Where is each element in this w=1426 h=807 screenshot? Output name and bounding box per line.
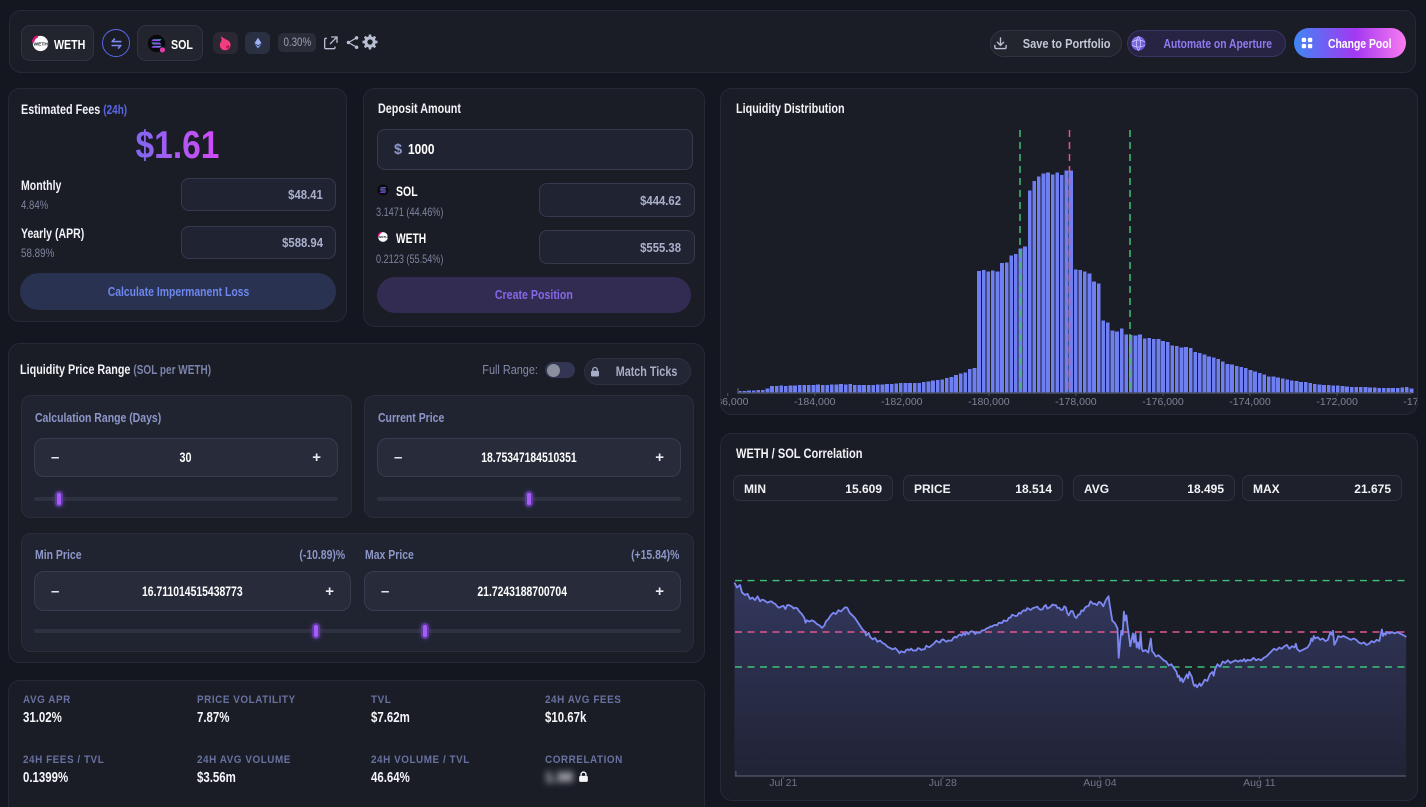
svg-text:Aug 11: Aug 11 xyxy=(1243,777,1276,789)
svg-text:-186,000: -186,000 xyxy=(721,396,749,408)
svg-text:-174,000: -174,000 xyxy=(1229,396,1271,408)
svg-text:Jul 28: Jul 28 xyxy=(929,777,957,789)
svg-text:-178,000: -178,000 xyxy=(1055,396,1097,408)
svg-text:-184,000: -184,000 xyxy=(794,396,836,408)
svg-text:-170,000: -170,000 xyxy=(1403,396,1418,408)
svg-text:WETH: WETH xyxy=(33,41,48,47)
svg-text:-176,000: -176,000 xyxy=(1142,396,1184,408)
svg-text:-180,000: -180,000 xyxy=(968,396,1010,408)
svg-text:-172,000: -172,000 xyxy=(1316,396,1358,408)
svg-text:Aug 04: Aug 04 xyxy=(1083,777,1116,789)
svg-text:-182,000: -182,000 xyxy=(881,396,923,408)
svg-text:WETH: WETH xyxy=(379,235,389,239)
svg-text:Jul 21: Jul 21 xyxy=(769,777,797,789)
